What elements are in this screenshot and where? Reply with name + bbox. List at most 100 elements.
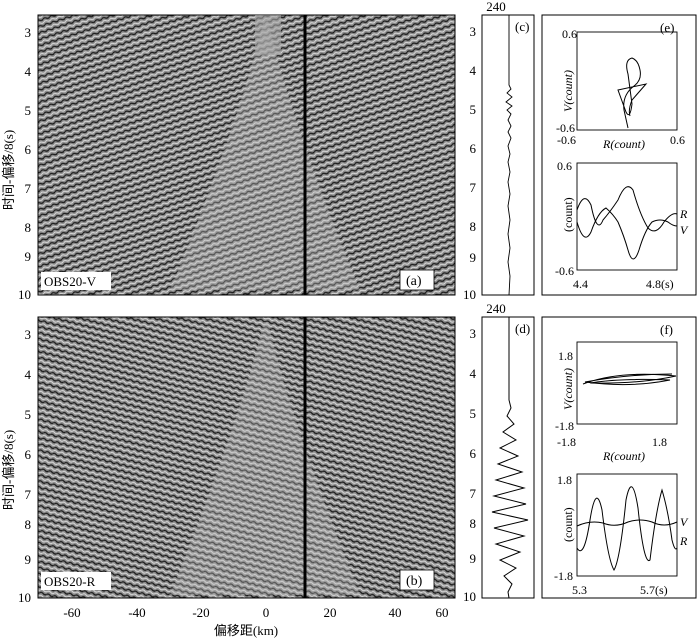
d-tick-5: 5 <box>470 406 477 421</box>
y-tick-b-10: 10 <box>18 590 31 605</box>
y-tick-b-4: 4 <box>25 367 32 382</box>
d-tick-6: 6 <box>470 446 477 461</box>
panel-f-wave-frame <box>576 473 678 577</box>
y-axis-label-b: 时间-偏移/8(s) <box>1 430 16 510</box>
y-tick-a-9: 9 <box>25 249 32 264</box>
f-w-ytick-top: 1.8 <box>557 473 572 487</box>
y-tick-b-8: 8 <box>25 517 32 532</box>
e-p-ylabel: V(count) <box>561 70 575 112</box>
d-tick-7: 7 <box>470 486 477 501</box>
panel-f-label: (f) <box>660 322 673 337</box>
panel-a: OBS20-V (a) <box>37 14 456 296</box>
y-tick-b-7: 7 <box>25 487 32 502</box>
panel-f-particle-frame <box>576 341 678 425</box>
f-w-ylabel: (count) <box>561 507 575 542</box>
panel-d-trace-number: 240 <box>486 301 506 316</box>
y-tick-a-6: 6 <box>25 142 32 157</box>
f-p-xlabel: R(count) <box>602 449 645 463</box>
e-w-series-v: V <box>680 223 689 237</box>
y-axis-b: 3 4 5 6 7 8 9 10 <box>18 327 32 605</box>
panel-b-label: (b) <box>406 574 423 589</box>
e-w-xtick-left: 4.4 <box>573 277 588 291</box>
x-tick-20: 20 <box>324 605 337 620</box>
y-tick-a-8: 8 <box>25 220 32 235</box>
panel-c-frame <box>481 14 535 296</box>
panel-d: 240 (d) 3 4 5 6 7 8 9 10 <box>463 301 535 604</box>
c-tick-4: 4 <box>470 63 477 78</box>
panel-a-direct-wave <box>255 15 281 55</box>
panel-f-particle-curve <box>582 373 677 386</box>
panel-b: OBS20-R (b) <box>37 316 456 599</box>
panel-e: (e) 0.6 -0.6 -0.6 0.6 R(count) V(count) … <box>541 14 697 296</box>
f-p-ytick-top: 1.8 <box>558 349 573 363</box>
panel-c-label: (c) <box>515 19 529 34</box>
panel-e-particle-curve <box>617 57 648 129</box>
f-p-xtick-left: -1.8 <box>557 435 576 449</box>
panel-e-particle-frame <box>576 31 678 131</box>
panel-d-trace <box>491 317 529 599</box>
panel-a-arrival-fan <box>170 20 360 290</box>
x-tick-60: 60 <box>436 605 449 620</box>
x-tick-m60: -60 <box>63 605 80 620</box>
c-tick-7: 7 <box>470 180 477 195</box>
y-tick-b-6: 6 <box>25 447 32 462</box>
panel-e-wave-v <box>576 207 678 260</box>
e-w-series-r: R <box>679 207 688 221</box>
e-p-ytick-bottom: -0.6 <box>556 121 575 135</box>
x-tick-0: 0 <box>263 605 270 620</box>
x-axis: -60 -40 -20 0 20 40 60 偏移距(km) <box>63 605 448 638</box>
d-tick-10: 10 <box>463 589 476 604</box>
d-tick-8: 8 <box>470 516 477 531</box>
f-w-series-v: V <box>680 515 689 529</box>
y-tick-b-9: 9 <box>25 552 32 567</box>
x-tick-m40: -40 <box>128 605 145 620</box>
c-tick-6: 6 <box>470 141 477 156</box>
panel-c-y-axis: 3 4 5 6 7 8 9 10 <box>463 24 477 302</box>
e-w-xtick-right: 4.8(s) <box>646 277 674 291</box>
panel-c-trace-number: 240 <box>486 0 506 14</box>
panel-d-label: (d) <box>515 321 530 336</box>
y-tick-a-5: 5 <box>25 103 32 118</box>
panel-b-label-box <box>399 569 435 591</box>
panel-a-label: (a) <box>406 274 422 289</box>
panel-d-frame <box>481 316 535 599</box>
d-tick-4: 4 <box>470 366 477 381</box>
c-tick-5: 5 <box>470 102 477 117</box>
panel-a-section <box>37 14 456 296</box>
panel-b-arrival-fan <box>170 322 360 595</box>
panel-d-y-axis: 3 4 5 6 7 8 9 10 <box>463 326 477 604</box>
y-tick-a-4: 4 <box>25 64 32 79</box>
d-tick-9: 9 <box>470 551 477 566</box>
panel-e-frame <box>541 14 697 296</box>
x-axis-label: 偏移距(km) <box>214 623 278 638</box>
y-axis-label-a: 时间-偏移/8(s) <box>1 130 16 210</box>
panel-e-wave-frame <box>576 162 678 271</box>
y-tick-b-5: 5 <box>25 407 32 422</box>
panel-e-wave-r <box>576 186 678 232</box>
f-p-ylabel: V(count) <box>561 368 575 410</box>
c-tick-3: 3 <box>470 24 477 39</box>
panel-b-station-box <box>41 572 111 590</box>
panel-c: 240 (c) 3 4 5 6 7 8 9 10 <box>463 0 535 302</box>
y-axis-a: 3 4 5 6 7 8 9 10 <box>18 25 32 302</box>
x-tick-m20: -20 <box>192 605 209 620</box>
e-w-ytick-bottom: -0.6 <box>555 264 574 278</box>
panel-b-section <box>37 316 456 599</box>
y-tick-a-7: 7 <box>25 181 32 196</box>
e-w-ytick-top: 0.6 <box>557 159 572 173</box>
panel-a-station-box <box>41 272 111 290</box>
panel-f-wave-r <box>576 486 678 571</box>
y-tick-a-10: 10 <box>18 287 31 302</box>
f-w-xtick-right: 5.7(s) <box>640 583 668 597</box>
e-p-xtick-right: 0.6 <box>670 133 685 147</box>
panel-a-station: OBS20-V <box>44 274 97 289</box>
e-w-ylabel: (count) <box>561 197 575 232</box>
d-tick-3: 3 <box>470 326 477 341</box>
f-p-ytick-bottom: -1.8 <box>555 419 574 433</box>
x-tick-40: 40 <box>389 605 402 620</box>
e-p-xtick-left: -0.6 <box>557 133 576 147</box>
panel-f: (f) 1.8 -1.8 -1.8 1.8 R(count) V(count) … <box>541 316 697 599</box>
f-p-xtick-right: 1.8 <box>652 435 667 449</box>
e-p-ytick-top: 0.6 <box>562 27 577 41</box>
